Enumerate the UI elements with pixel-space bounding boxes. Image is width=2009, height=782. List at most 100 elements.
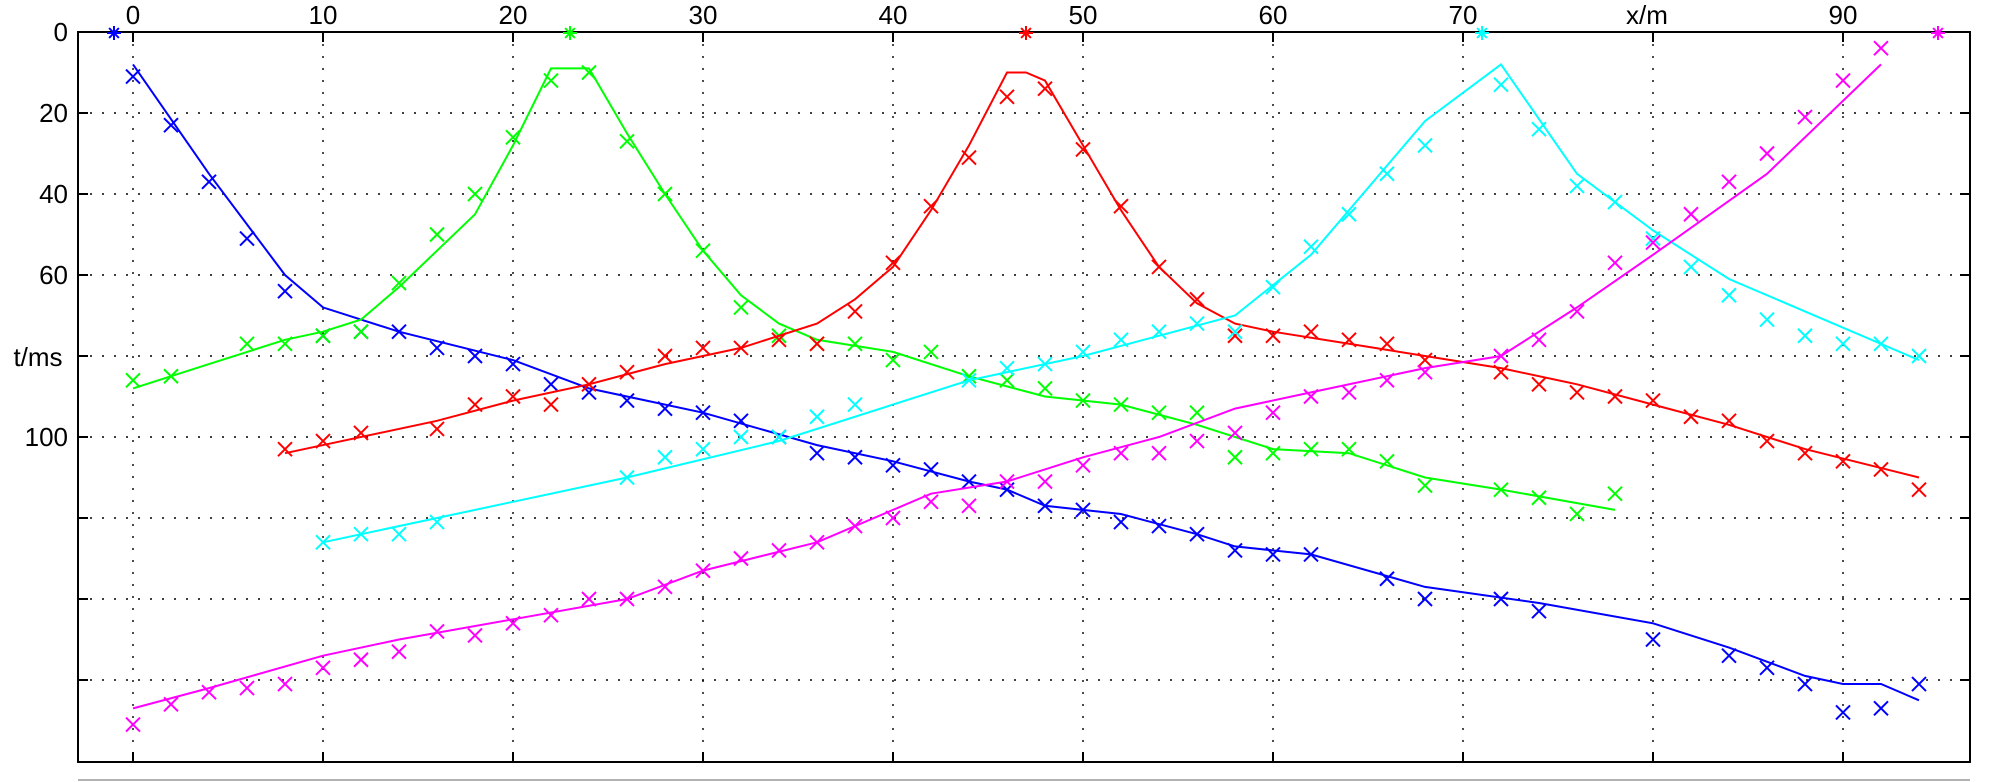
data-point bbox=[1303, 388, 1319, 405]
data-point bbox=[809, 409, 825, 425]
data-point bbox=[733, 299, 749, 316]
axis-ticks: 0 10 20 30 40 50 60 70 90 0 20 40 60 100 bbox=[25, 0, 1970, 762]
data-point bbox=[1379, 372, 1395, 389]
data-point bbox=[201, 174, 217, 190]
data-point bbox=[961, 372, 977, 389]
source-marker bbox=[107, 26, 121, 40]
data-point bbox=[163, 368, 179, 384]
data-point bbox=[277, 283, 293, 299]
y-tick-label: 60 bbox=[39, 260, 68, 290]
data-point bbox=[1569, 303, 1585, 320]
series-4 bbox=[315, 26, 1927, 551]
data-point bbox=[695, 404, 711, 421]
data-point bbox=[505, 356, 521, 372]
x-tick-label: 10 bbox=[309, 0, 338, 30]
data-point bbox=[353, 526, 369, 542]
data-point bbox=[239, 680, 255, 696]
data-point bbox=[1075, 344, 1091, 360]
data-point bbox=[1303, 546, 1319, 563]
data-point bbox=[467, 627, 483, 644]
data-point bbox=[695, 562, 711, 579]
data-point bbox=[391, 275, 407, 291]
data-point bbox=[125, 372, 141, 389]
data-point bbox=[1569, 178, 1585, 194]
data-point bbox=[505, 615, 521, 632]
data-point bbox=[1835, 453, 1851, 470]
data-point bbox=[581, 591, 597, 607]
data-point bbox=[353, 323, 369, 340]
data-point bbox=[1189, 404, 1205, 421]
data-point bbox=[1721, 413, 1737, 429]
data-point bbox=[1607, 388, 1623, 405]
data-point bbox=[771, 542, 787, 559]
data-point bbox=[1417, 137, 1433, 154]
data-point bbox=[1607, 485, 1623, 502]
data-point bbox=[467, 396, 483, 413]
data-point bbox=[1037, 498, 1053, 514]
data-point bbox=[429, 226, 445, 243]
data-point bbox=[543, 396, 559, 413]
data-point bbox=[809, 445, 825, 461]
data-point bbox=[885, 352, 901, 368]
data-point bbox=[1645, 631, 1661, 648]
data-point bbox=[353, 652, 369, 668]
data-point bbox=[505, 388, 521, 405]
data-point bbox=[1113, 396, 1129, 413]
data-point bbox=[1835, 704, 1851, 721]
source-marker bbox=[563, 26, 577, 40]
y-tick-label: 100 bbox=[25, 422, 68, 452]
data-point bbox=[1113, 332, 1129, 348]
x-tick-label: 20 bbox=[499, 0, 528, 30]
data-point bbox=[1189, 315, 1205, 332]
data-point bbox=[391, 526, 407, 542]
data-point bbox=[1379, 453, 1395, 470]
data-point bbox=[1569, 384, 1585, 401]
data-point bbox=[847, 303, 863, 320]
data-point bbox=[1417, 352, 1433, 368]
data-point bbox=[733, 340, 749, 356]
data-point bbox=[999, 481, 1015, 498]
data-point bbox=[239, 230, 255, 247]
data-point bbox=[619, 133, 635, 150]
data-point bbox=[1265, 279, 1281, 295]
data-point bbox=[315, 433, 331, 449]
data-point bbox=[1759, 433, 1775, 449]
data-point bbox=[1265, 404, 1281, 421]
x-tick-label: 0 bbox=[126, 0, 140, 30]
data-point bbox=[1227, 323, 1243, 340]
data-point bbox=[201, 684, 217, 700]
data-point bbox=[163, 696, 179, 713]
data-point bbox=[1075, 457, 1091, 474]
data-point bbox=[657, 400, 673, 417]
data-point bbox=[809, 534, 825, 551]
data-point bbox=[125, 68, 141, 85]
x-tick-label: 70 bbox=[1449, 0, 1478, 30]
series-line bbox=[284, 71, 1920, 479]
data-point bbox=[1531, 121, 1547, 137]
series-5 bbox=[125, 26, 1945, 733]
data-point bbox=[1493, 76, 1509, 93]
data-point bbox=[657, 579, 673, 595]
data-point bbox=[1683, 259, 1699, 275]
y-axis-title: t/ms bbox=[13, 342, 62, 372]
data-point bbox=[467, 186, 483, 202]
data-point bbox=[581, 376, 597, 393]
data-point bbox=[923, 461, 939, 478]
data-point bbox=[847, 449, 863, 465]
series-group bbox=[107, 26, 1945, 733]
data-point bbox=[505, 129, 521, 146]
data-point bbox=[1683, 409, 1699, 425]
series-line bbox=[132, 67, 1616, 511]
data-point bbox=[1721, 647, 1737, 664]
x-tick-label: 40 bbox=[879, 0, 908, 30]
data-point bbox=[1303, 238, 1319, 255]
x-tick-label: 60 bbox=[1259, 0, 1288, 30]
data-point bbox=[961, 498, 977, 514]
data-point bbox=[1113, 198, 1129, 214]
data-point bbox=[885, 457, 901, 474]
data-point bbox=[1151, 518, 1167, 534]
data-point bbox=[1721, 174, 1737, 190]
data-point bbox=[1493, 364, 1509, 380]
data-point bbox=[847, 518, 863, 534]
